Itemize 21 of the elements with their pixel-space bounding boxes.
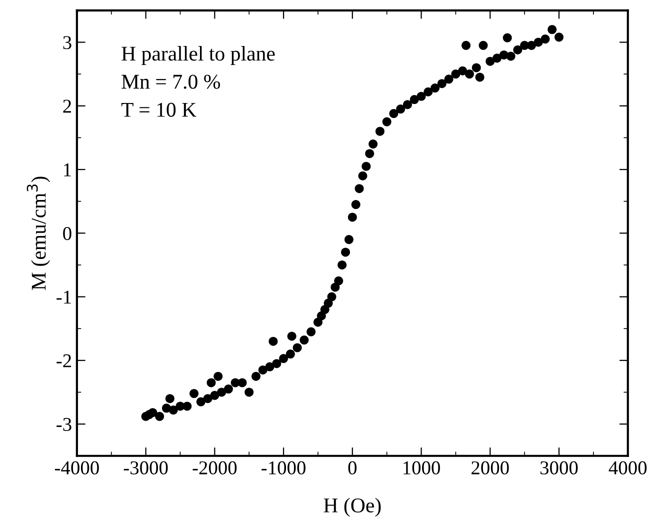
annotation: Mn = 7.0 %: [122, 74, 220, 89]
x-tick-label: -1000: [262, 461, 306, 474]
x-tick-label: 4000: [608, 461, 647, 474]
annotation: H parallel to plane: [122, 46, 275, 65]
x-tick-label: 0: [348, 461, 357, 474]
x-tick-label: -2000: [192, 461, 237, 474]
y-axis-title: M (emu/cm$^{3}$): [26, 176, 50, 290]
y-tick-label: -2: [56, 354, 72, 368]
x-tick-label: 1000: [404, 461, 440, 474]
annotation: T = 10 K: [121, 102, 196, 117]
y-tick-label: 3: [63, 36, 72, 50]
y-tick-label: -3: [56, 418, 72, 431]
x-tick-label: -3000: [124, 461, 168, 474]
x-tick-label: 3000: [540, 461, 578, 474]
x-tick-label: 2000: [472, 461, 509, 474]
x-axis-title: H (Oe): [324, 498, 381, 517]
x-tick-label: -4000: [54, 461, 99, 474]
y-tick-label: -1: [56, 290, 71, 304]
y-tick-label: 0: [63, 226, 72, 240]
y-tick-label: 2: [63, 100, 71, 113]
y-tick-label: 1: [64, 163, 71, 176]
